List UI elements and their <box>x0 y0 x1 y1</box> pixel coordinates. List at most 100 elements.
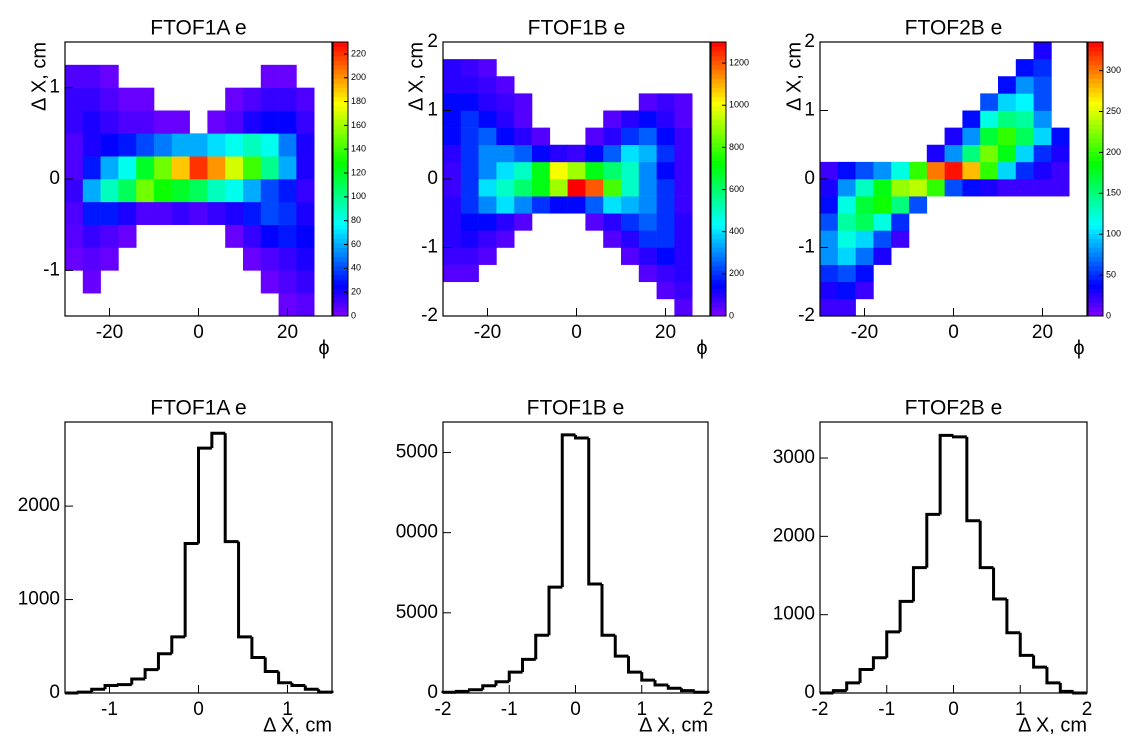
colorbar-tick-label: 80 <box>351 215 361 225</box>
heatmap-cell <box>100 110 119 134</box>
colorbar-tick-label: 200 <box>729 268 744 278</box>
colorbar-segment <box>333 60 348 66</box>
histogram-bin <box>938 433 954 515</box>
x-tick-label: 20 <box>277 322 298 343</box>
heatmap-cell <box>65 110 84 134</box>
histogram-bin <box>925 512 941 568</box>
histogram-bin <box>885 630 901 658</box>
heatmap-cell <box>65 201 84 225</box>
heatmap-cell <box>674 230 693 248</box>
heatmap-cell <box>296 110 315 134</box>
heatmap-cell <box>638 196 657 214</box>
heatmap-cell <box>65 247 84 271</box>
heatmap-cell <box>478 179 497 197</box>
heatmap-cell <box>478 213 497 231</box>
heatmap-cell <box>603 179 622 197</box>
x-tick-label: 2 <box>703 699 714 720</box>
colorbar-segment <box>1088 274 1103 280</box>
colorbar-segment <box>711 179 726 184</box>
heatmap-cell <box>873 213 892 231</box>
y-tick-label: 0 <box>804 682 815 703</box>
colorbar-segment <box>1088 179 1103 184</box>
heatmap-cell <box>100 87 119 111</box>
heatmap-cell <box>136 110 155 134</box>
heatmap-cell <box>656 264 675 283</box>
heatmap-cell <box>567 144 586 163</box>
colorbar-segment <box>711 215 726 221</box>
colorbar-segment <box>711 83 726 89</box>
heatmap-cell <box>621 230 640 248</box>
heatmap-cell <box>278 133 297 157</box>
heatmap-cell <box>820 230 839 248</box>
heatmap-cell <box>656 230 675 248</box>
y-axis-label: Δ X, cm <box>783 42 805 111</box>
histogram-bin <box>1058 682 1074 693</box>
heatmap-cell <box>278 201 297 225</box>
y-tick-label: 0 <box>49 682 60 703</box>
colorbar-segment <box>333 165 348 171</box>
heatmap-cell <box>1015 110 1034 128</box>
heatmap-cell <box>1033 76 1052 94</box>
heatmap-cell <box>638 247 657 265</box>
colorbar-frame <box>1087 41 1104 317</box>
heatmap-cell <box>638 264 657 283</box>
colorbar-segment <box>711 165 726 171</box>
colorbar-segment <box>333 87 348 93</box>
colorbar-segment <box>1088 83 1103 89</box>
heatmap-cell <box>278 110 297 134</box>
heatmap-cell <box>549 161 568 180</box>
colorbar-segment <box>1088 64 1103 70</box>
x-tick-label: -1 <box>501 699 518 720</box>
colorbar-segment <box>333 105 348 111</box>
colorbar-segment <box>1088 188 1103 194</box>
colorbar-tick-label: 100 <box>1106 229 1121 239</box>
histogram-bin <box>560 433 576 588</box>
y-tick-label: 2 <box>804 31 815 52</box>
heatmap-cell <box>154 133 173 157</box>
heatmap-cell <box>118 224 137 248</box>
histogram-bin <box>627 656 642 674</box>
colorbar-segment <box>711 96 726 102</box>
y-tick-label: -2 <box>798 305 815 326</box>
heatmap-cell <box>296 87 315 111</box>
x-axis-label: ϕ <box>1073 337 1084 359</box>
colorbar-segment <box>711 306 726 312</box>
colorbar-segment <box>333 169 348 175</box>
colorbar-segment <box>711 220 726 226</box>
heatmap-cell <box>855 264 874 283</box>
colorbar-segment <box>1088 192 1103 198</box>
colorbar-segment <box>1088 96 1103 102</box>
heatmap-cell <box>998 161 1017 180</box>
histogram-bin <box>1005 599 1021 635</box>
colorbar-segment <box>333 224 348 230</box>
y-tick-label: 1000 <box>773 604 815 625</box>
heatmap-cell <box>171 133 190 157</box>
colorbar-segment <box>333 197 348 203</box>
heatmap-cell <box>549 196 568 214</box>
colorbar-segment <box>1088 169 1103 175</box>
heatmap-cell <box>278 270 297 294</box>
colorbar-segment <box>711 174 726 180</box>
heatmap-cell <box>496 127 515 146</box>
colorbar-segment <box>711 73 726 79</box>
colorbar-segment <box>333 297 348 303</box>
heatmap-cell <box>638 179 657 197</box>
heatmap-cell <box>225 110 244 134</box>
histogram-bin <box>547 585 563 636</box>
heatmap-cell <box>656 196 675 214</box>
heatmap-cell <box>820 196 839 214</box>
heatmap-cell <box>171 156 190 180</box>
colorbar-segment <box>333 46 348 52</box>
colorbar-segment <box>711 169 726 175</box>
y-tick-label: 0 <box>427 168 438 189</box>
colorbar-segment <box>711 60 726 66</box>
heatmap-cell <box>1033 161 1052 180</box>
heatmap-cell <box>998 144 1017 163</box>
heatmap-cell <box>837 196 856 214</box>
heatmap-cell <box>243 247 262 271</box>
heatmap-cell <box>674 247 693 265</box>
heatmap-cell <box>514 161 533 180</box>
heatmap-cell <box>1051 161 1070 180</box>
heatmap-cell <box>873 161 892 180</box>
colorbar-segment <box>711 288 726 294</box>
